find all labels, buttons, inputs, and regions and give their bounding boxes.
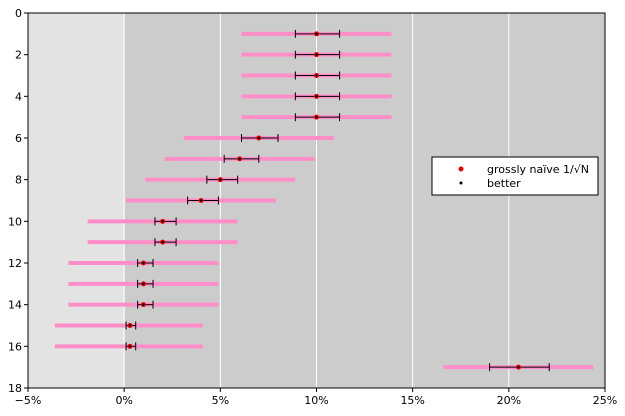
legend-better-label: better: [487, 177, 521, 190]
y-tick-label: 4: [15, 90, 22, 103]
better-point: [161, 220, 164, 223]
better-point: [142, 303, 145, 306]
better-point: [128, 324, 132, 327]
y-tick-label: 12: [8, 257, 22, 270]
better-point: [219, 178, 222, 181]
better-point: [142, 261, 145, 265]
better-point: [517, 365, 520, 369]
better-point: [315, 74, 318, 77]
better-point: [142, 282, 145, 286]
better-point: [161, 240, 164, 244]
x-tick-label: 10%: [304, 394, 328, 407]
axes: −5% 0% 5% 10% 15% 20% 25% 0 2 4 6 8 10 12 14 16 18: [8, 7, 617, 407]
better-point: [199, 199, 203, 202]
legend-box: [431, 156, 599, 196]
y-tick-label: 0: [15, 7, 22, 20]
x-tick-label: 15%: [400, 394, 424, 407]
y-tick-label: 14: [8, 299, 22, 312]
better-point: [315, 95, 318, 98]
better-point: [257, 136, 260, 140]
better-point: [315, 32, 318, 36]
y-tick-label: 10: [8, 215, 22, 228]
x-tick-label: −5%: [15, 394, 42, 407]
better-point: [315, 115, 318, 119]
better-point: [238, 157, 241, 161]
y-tick-label: 2: [15, 49, 22, 62]
better-point: [315, 53, 318, 56]
x-tick-label: 5%: [212, 394, 229, 407]
data-marks: [54, 29, 594, 372]
shaded-region: [28, 13, 125, 388]
y-tick-label: 6: [15, 132, 22, 145]
y-tick-label: 8: [15, 174, 22, 187]
legend-naive-label: grossly naïve 1/√N: [487, 163, 589, 176]
x-tick-label: 0%: [115, 394, 132, 407]
y-tick-label: 16: [8, 340, 22, 353]
x-tick-label: 20%: [497, 394, 521, 407]
legend-naive-marker: [458, 166, 464, 172]
x-tick-label: 25%: [593, 394, 617, 407]
y-tick-label: 18: [8, 382, 22, 395]
legend-better-marker: [459, 181, 463, 185]
better-point: [128, 345, 132, 348]
